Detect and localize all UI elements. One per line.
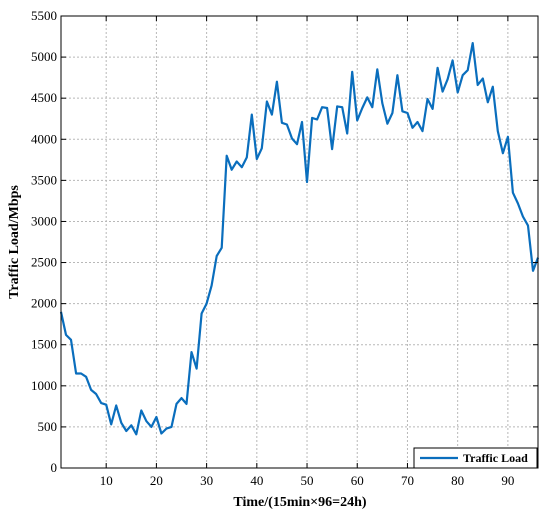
plot-frame xyxy=(60,15,539,469)
y-tick-label: 5500 xyxy=(31,8,57,23)
x-tick-label: 30 xyxy=(200,473,213,488)
y-tick-label: 2000 xyxy=(31,296,57,311)
x-tick-label: 80 xyxy=(451,473,464,488)
legend-box xyxy=(413,447,538,469)
x-tick-label: 90 xyxy=(501,473,514,488)
y-tick-label: 5000 xyxy=(31,49,57,64)
y-tick-label: 3000 xyxy=(31,213,57,228)
y-tick-label: 1500 xyxy=(31,337,57,352)
x-axis-label: Time/(15min×96=24h) xyxy=(233,495,366,510)
x-tick-label: 40 xyxy=(250,473,263,488)
y-tick-label: 2500 xyxy=(31,255,57,270)
y-tick-label: 3500 xyxy=(31,172,57,187)
axis-tick-labels: 10 20 30 40 50 60 70 80 90 0 500 1000 1500 2000 2500 30… xyxy=(31,8,514,488)
y-tick-label: 4500 xyxy=(31,90,57,105)
x-tick-label: 10 xyxy=(100,473,113,488)
legend: Traffic Load xyxy=(413,447,538,469)
traffic-load-series-line xyxy=(59,41,540,436)
grid-lines xyxy=(61,16,538,468)
y-tick-label: 4000 xyxy=(31,131,57,146)
legend-label: Traffic Load xyxy=(463,451,528,465)
x-tick-label: 20 xyxy=(150,473,163,488)
x-tick-label: 70 xyxy=(401,473,414,488)
axis-ticks xyxy=(61,15,538,469)
x-tick-label: 50 xyxy=(301,473,314,488)
y-tick-label: 0 xyxy=(51,460,58,475)
y-axis-label: Traffic Load/Mbps xyxy=(7,185,22,299)
x-tick-label: 60 xyxy=(351,473,364,488)
y-tick-label: 500 xyxy=(38,419,58,434)
y-tick-label: 1000 xyxy=(31,378,57,393)
